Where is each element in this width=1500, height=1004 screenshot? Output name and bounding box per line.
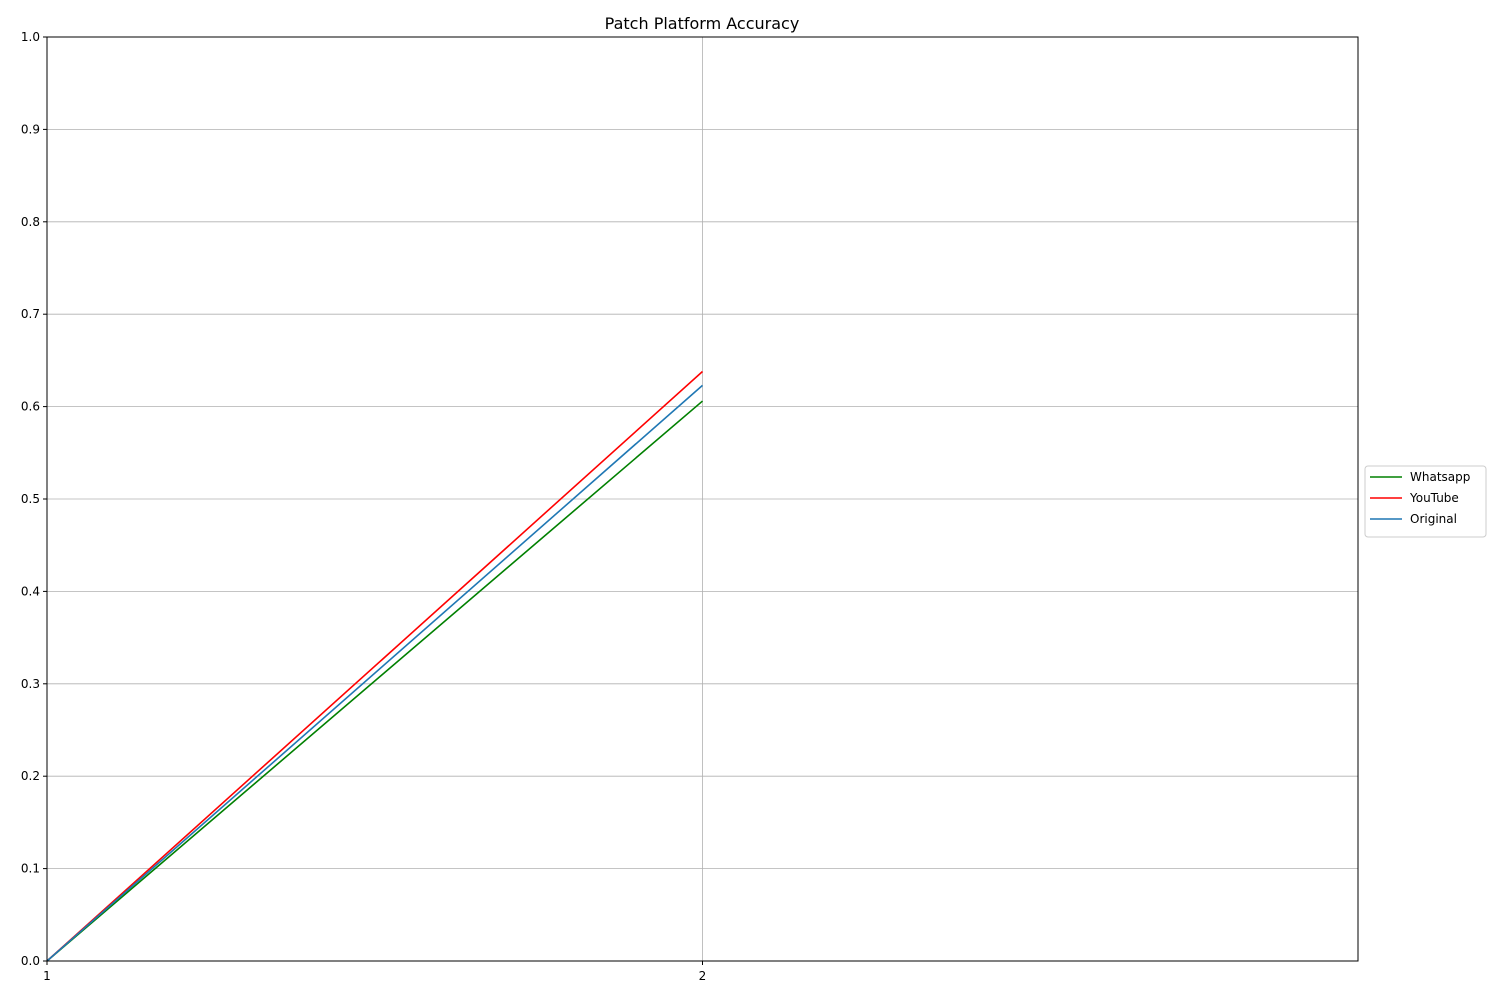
series-line-whatsapp <box>46 400 704 962</box>
y-tick-label: 1.0 <box>21 30 40 44</box>
series-line-original <box>46 384 704 962</box>
series-layer <box>46 370 704 962</box>
y-axis: 0.0 0.1 0.2 0.3 0.4 0.5 0.6 0.7 0.8 0.9 1.0 <box>21 30 47 968</box>
y-tick-label: 0.4 <box>21 584 40 598</box>
legend-label: Original <box>1410 512 1457 526</box>
y-tick-label: 0.5 <box>21 492 40 506</box>
series-line-youtube <box>46 370 704 962</box>
chart-title: Patch Platform Accuracy <box>605 14 800 33</box>
y-tick-label: 0.9 <box>21 122 40 136</box>
y-tick-label: 0.6 <box>21 400 40 414</box>
y-tick-label: 0.0 <box>21 954 40 968</box>
y-tick-label: 0.2 <box>21 769 40 783</box>
y-tick-label: 0.8 <box>21 215 40 229</box>
y-tick-label: 0.7 <box>21 307 40 321</box>
legend-label: YouTube <box>1409 491 1459 505</box>
y-tick-label: 0.3 <box>21 677 40 691</box>
legend: Whatsapp YouTube Original <box>1364 465 1487 538</box>
y-tick-label: 0.1 <box>21 862 40 876</box>
x-tick-label: 2 <box>699 969 707 983</box>
x-tick-label: 1 <box>43 969 51 983</box>
grid-layer <box>46 36 1358 962</box>
legend-label: Whatsapp <box>1410 470 1470 484</box>
